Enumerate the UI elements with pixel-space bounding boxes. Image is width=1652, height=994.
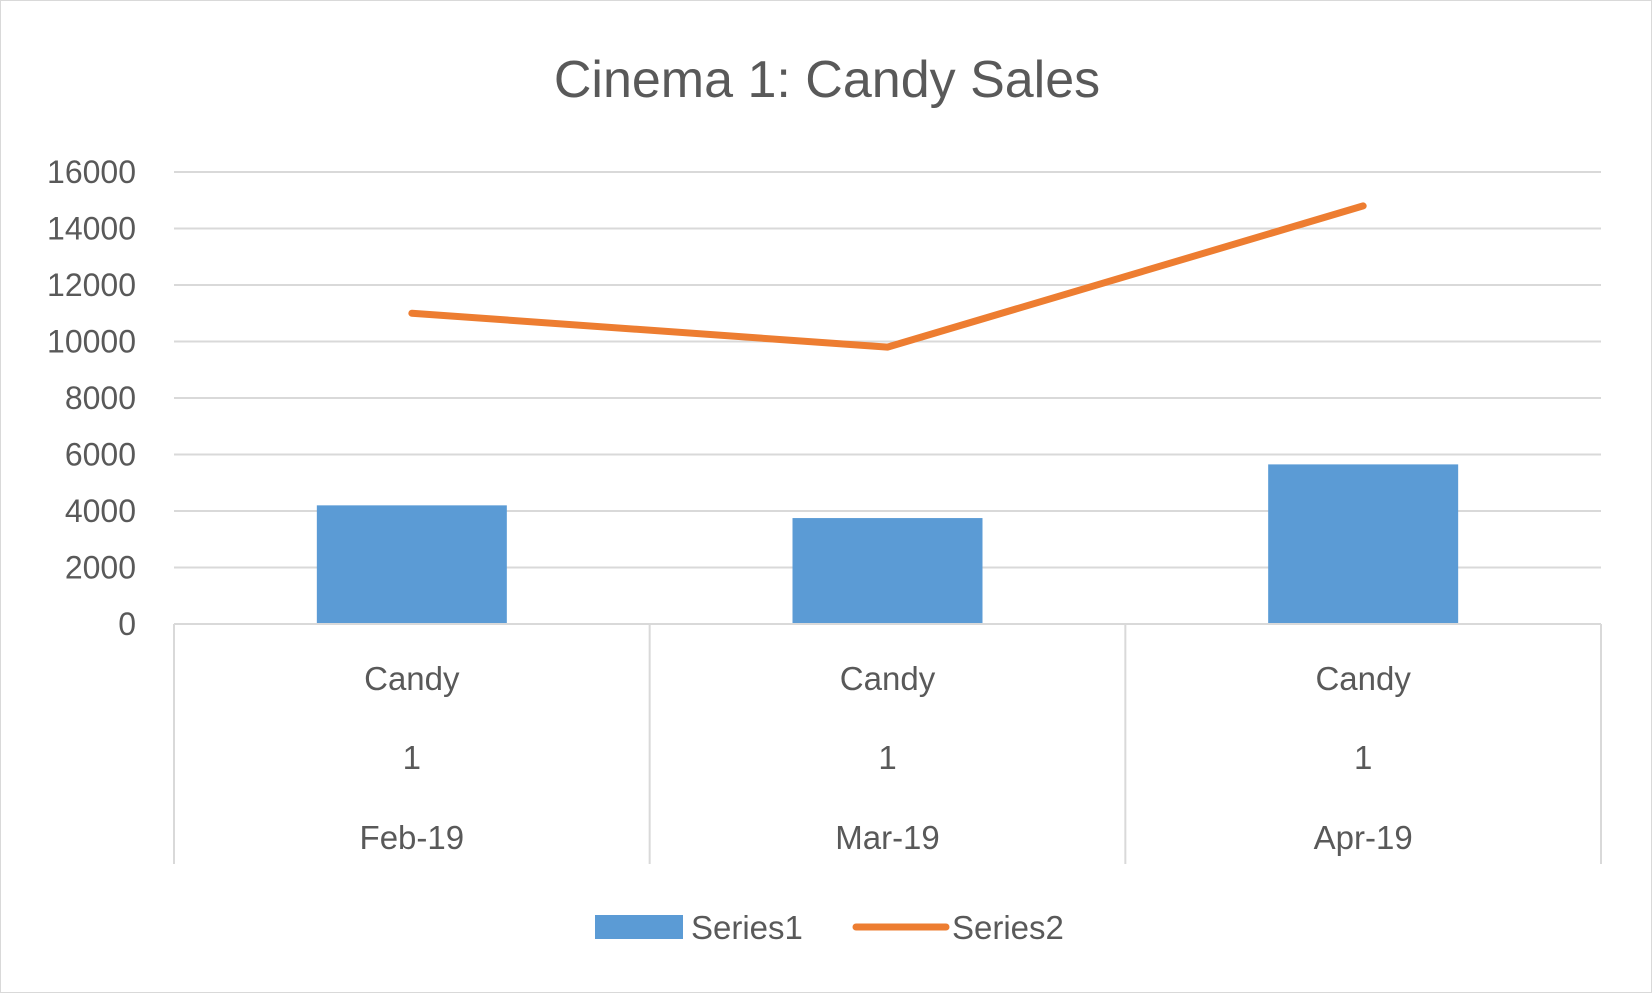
x-category-cinema-label: 1 <box>403 739 421 776</box>
series1-bar <box>1268 464 1458 624</box>
series1-bar <box>317 505 507 624</box>
legend-series2-label: Series2 <box>952 909 1064 946</box>
y-tick-label: 10000 <box>47 324 136 360</box>
y-axis-tick-labels: 0 2000 4000 6000 8000 10000 12000 14000 16000 <box>47 154 136 642</box>
legend: Series1 Series2 <box>595 909 1064 946</box>
y-tick-label: 2000 <box>65 550 136 586</box>
x-category-month-label: Apr-19 <box>1314 819 1413 856</box>
y-tick-label: 0 <box>118 606 136 642</box>
x-axis: Candy 1 Feb-19 Candy 1 Mar-19 Candy 1 Apr-19 <box>174 624 1601 864</box>
series1-bar <box>793 518 983 624</box>
series1-bars <box>317 464 1458 624</box>
y-tick-label: 8000 <box>65 380 136 416</box>
y-tick-label: 4000 <box>65 493 136 529</box>
x-category-product-label: Candy <box>840 660 936 697</box>
legend-series1-swatch <box>595 915 683 939</box>
y-tick-label: 6000 <box>65 437 136 473</box>
x-category-cinema-label: 1 <box>1354 739 1372 776</box>
x-category-product-label: Candy <box>1315 660 1411 697</box>
chart-title: Cinema 1: Candy Sales <box>554 51 1100 109</box>
series2-line <box>412 206 1363 347</box>
series2-line-group <box>412 206 1364 347</box>
y-tick-label: 12000 <box>47 267 136 303</box>
legend-series1-label: Series1 <box>691 909 803 946</box>
y-tick-label: 16000 <box>47 154 136 190</box>
x-category-product-label: Candy <box>364 660 460 697</box>
x-category-month-label: Feb-19 <box>360 819 465 856</box>
x-category-month-label: Mar-19 <box>835 819 940 856</box>
y-tick-label: 14000 <box>47 211 136 247</box>
x-category-cinema-label: 1 <box>878 739 896 776</box>
